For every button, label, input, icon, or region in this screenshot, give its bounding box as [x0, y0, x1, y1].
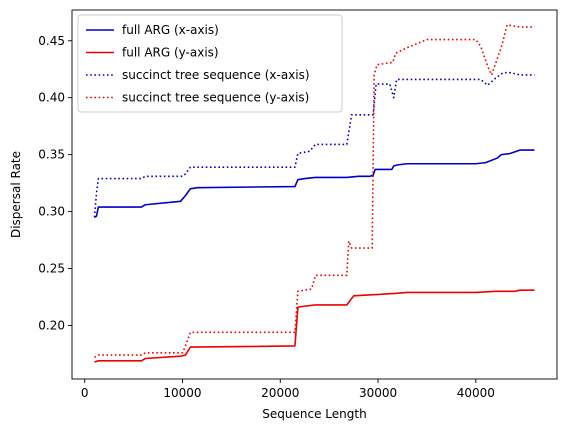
y-tick-label: 0.20	[38, 318, 65, 332]
y-tick-label: 0.30	[38, 205, 65, 219]
legend-label-4: succinct tree sequence (y-axis)	[122, 91, 309, 105]
legend-label-3: succinct tree sequence (x-axis)	[122, 68, 310, 82]
y-tick-label: 0.45	[38, 34, 65, 48]
x-tick-label: 20000	[261, 386, 299, 400]
x-tick-label: 30000	[359, 386, 397, 400]
plot-frame	[71, 9, 558, 380]
legend: full ARG (x-axis) full ARG (y-axis) succin…	[77, 14, 343, 113]
legend-box	[77, 14, 343, 113]
y-tick-label: 0.35	[38, 148, 65, 162]
y-tick-label: 0.40	[38, 91, 65, 105]
x-tick-label: 10000	[163, 386, 201, 400]
series-line-4	[94, 24, 535, 359]
series-line-3	[93, 71, 535, 218]
y-tick-label: 0.25	[38, 262, 65, 276]
y-axis-label: Dispersal Rate	[9, 151, 23, 238]
x-tick-label: 0	[81, 386, 89, 400]
x-axis-label: Sequence Length	[262, 407, 366, 421]
plot-area	[93, 24, 535, 363]
series-line-2	[94, 289, 535, 363]
series-line-1	[94, 149, 535, 218]
axes: 0 10000 20000 30000 40000 0.20 0.25 0.30 0.35 0.4…	[38, 9, 558, 400]
x-tick-label: 40000	[457, 386, 495, 400]
legend-label-1: full ARG (x-axis)	[122, 23, 219, 37]
legend-label-2: full ARG (y-axis)	[122, 46, 219, 60]
